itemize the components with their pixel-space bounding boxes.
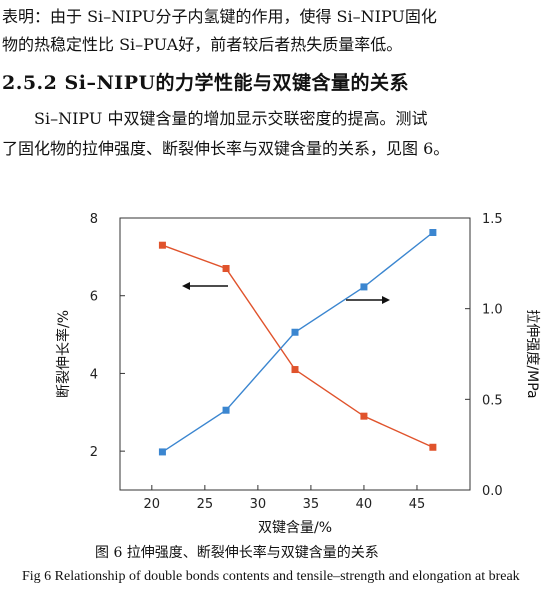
x-axis-label: 双键含量/% bbox=[258, 520, 332, 536]
x-tick-label: 35 bbox=[303, 497, 320, 512]
right-axis-arrow-head bbox=[382, 296, 390, 304]
elongation-data-point bbox=[429, 443, 437, 451]
axis-ticks: 20 25 30 35 40 45 2 4 6 8 0.0 0.5 1.0 1.5 bbox=[90, 212, 503, 512]
strength-data-point bbox=[291, 328, 299, 336]
y-right-tick-label: 0.0 bbox=[482, 484, 503, 499]
strength-series-line bbox=[162, 231, 434, 453]
strength-data-point bbox=[429, 229, 437, 237]
x-tick-label: 45 bbox=[409, 497, 426, 512]
section-heading: 2.5.2 Si–NIPU的力学性能与双键含量的关系 bbox=[2, 72, 410, 94]
paragraph-line: Si–NIPU 中双键含量的增加显示交联密度的提高。测试 bbox=[34, 109, 428, 128]
elongation-data-point bbox=[291, 366, 299, 374]
figure-caption-en: Fig 6 Relationship of double bonds conte… bbox=[22, 569, 520, 584]
elongation-data-point bbox=[158, 241, 166, 249]
y-left-tick-label: 2 bbox=[90, 445, 98, 460]
plot-frame bbox=[119, 217, 471, 491]
y-right-tick-label: 0.5 bbox=[482, 393, 503, 408]
strength-data-point bbox=[222, 406, 230, 414]
y-left-tick-label: 6 bbox=[90, 290, 98, 305]
strength-data-point bbox=[360, 283, 368, 291]
dual-axis-line-chart: 20 25 30 35 40 45 2 4 6 8 0.0 0.5 1.0 1.5 双键含量/% 断裂伸长… bbox=[55, 212, 540, 536]
series-layer bbox=[158, 229, 437, 456]
x-tick-label: 30 bbox=[250, 497, 267, 512]
figure-caption-cn: 图 6 拉伸强度、断裂伸长率与双键含量的关系 bbox=[95, 545, 379, 561]
strength-data-point bbox=[158, 448, 166, 456]
elongation-data-point bbox=[222, 265, 230, 273]
y-left-tick-label: 4 bbox=[90, 367, 98, 382]
y-right-tick-label: 1.5 bbox=[482, 212, 503, 227]
elongation-series-line bbox=[162, 244, 434, 448]
y-left-axis-label: 断裂伸长率/% bbox=[55, 310, 72, 398]
y-right-axis-label: 拉伸强度/MPa bbox=[524, 309, 540, 398]
paragraph-line: 物的热稳定性比 Si–PUA好，前者较后者热失质量率低。 bbox=[2, 35, 403, 54]
y-left-tick-label: 8 bbox=[90, 212, 98, 227]
elongation-data-point bbox=[360, 412, 368, 420]
y-right-tick-label: 1.0 bbox=[482, 303, 503, 318]
paragraph-line: 了固化物的拉伸强度、断裂伸长率与双键含量的关系，见图 6。 bbox=[2, 139, 450, 158]
x-tick-label: 25 bbox=[197, 497, 214, 512]
paragraph-line: 表明：由于 Si–NIPU分子内氢键的作用，使得 Si–NIPU固化 bbox=[2, 7, 437, 26]
left-axis-arrow-head bbox=[182, 282, 190, 290]
x-tick-label: 40 bbox=[356, 497, 373, 512]
x-tick-label: 20 bbox=[144, 497, 161, 512]
